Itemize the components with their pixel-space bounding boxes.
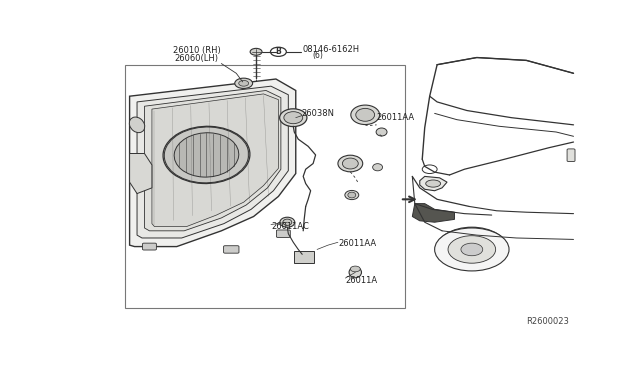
Text: (6): (6) [312,51,323,60]
Circle shape [461,243,483,256]
Ellipse shape [372,164,383,171]
Ellipse shape [338,155,363,172]
Ellipse shape [376,128,387,136]
Text: 26011A: 26011A [346,276,378,285]
FancyBboxPatch shape [223,246,239,253]
Ellipse shape [342,158,358,169]
Ellipse shape [426,180,440,187]
Circle shape [350,266,360,272]
Text: 26010 (RH): 26010 (RH) [173,46,220,55]
Circle shape [422,165,437,173]
Circle shape [239,80,249,86]
Polygon shape [129,154,152,193]
Text: 26060(LH): 26060(LH) [175,54,219,63]
Polygon shape [152,94,278,227]
Ellipse shape [356,108,374,121]
Circle shape [448,236,495,263]
Ellipse shape [348,192,356,198]
Ellipse shape [345,190,359,200]
Text: R2600023: R2600023 [525,317,568,326]
Bar [125,65,405,308]
FancyBboxPatch shape [143,243,156,250]
Ellipse shape [174,133,239,177]
Polygon shape [129,79,296,247]
Circle shape [235,78,253,89]
Text: B: B [276,47,281,56]
Ellipse shape [351,105,380,125]
Ellipse shape [280,217,295,227]
FancyBboxPatch shape [567,149,575,161]
Ellipse shape [349,267,362,278]
FancyBboxPatch shape [276,230,291,237]
Polygon shape [420,176,447,191]
Circle shape [435,228,509,271]
Text: 26011AA: 26011AA [376,113,415,122]
Polygon shape [412,203,454,222]
Polygon shape [145,90,281,231]
Ellipse shape [283,219,292,225]
FancyBboxPatch shape [294,251,314,263]
Ellipse shape [129,117,145,133]
Ellipse shape [280,109,307,126]
Text: 26011AC: 26011AC [271,222,309,231]
Ellipse shape [163,126,250,183]
Circle shape [271,47,286,57]
Circle shape [250,48,262,55]
Text: 08146-6162H: 08146-6162H [302,45,359,54]
Text: 26011AA: 26011AA [338,239,376,248]
Ellipse shape [284,112,303,124]
Text: 26038N: 26038N [301,109,335,118]
Polygon shape [137,86,288,238]
